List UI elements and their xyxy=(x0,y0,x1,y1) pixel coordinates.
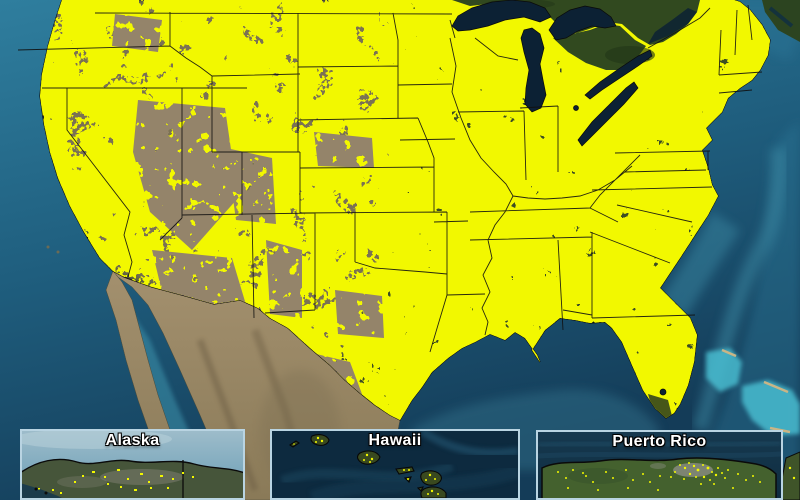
state-borders xyxy=(17,4,763,353)
hawaii-inset-map xyxy=(272,431,518,498)
lake-erie xyxy=(577,81,639,147)
hawaiian-islands xyxy=(289,434,447,498)
island-oahu xyxy=(357,450,381,465)
lake-superior xyxy=(451,0,552,32)
lake-okeechobee xyxy=(659,388,667,396)
island-molokai xyxy=(395,466,415,475)
alaska-coverage-dots xyxy=(38,469,194,494)
alaska-inset-label: Alaska xyxy=(105,432,160,449)
lake-huron xyxy=(548,5,617,41)
inset-hawaii: Hawaii xyxy=(270,429,520,500)
lake-ontario xyxy=(584,49,653,100)
alaska-inset-map xyxy=(22,431,243,498)
puerto-rico-inset-map xyxy=(538,432,781,498)
hawaii-coverage-dots xyxy=(293,436,439,495)
puerto-rico-inset-label: Puerto Rico xyxy=(612,433,707,450)
lake-st-clair xyxy=(573,105,579,111)
hawaii-inset-label: Hawaii xyxy=(368,432,422,449)
great-lakes xyxy=(451,0,653,147)
island-maui xyxy=(420,470,442,486)
inset-alaska: Alaska xyxy=(20,429,245,500)
puerto-rico-coverage-dots xyxy=(557,462,761,491)
lake-michigan xyxy=(520,27,547,113)
desert-patches xyxy=(112,14,384,400)
alaska-land xyxy=(22,458,243,498)
island-hawaii xyxy=(420,486,447,498)
island-kahoolawe xyxy=(416,486,424,492)
inset-puerto-rico: Puerto Rico xyxy=(536,430,783,500)
